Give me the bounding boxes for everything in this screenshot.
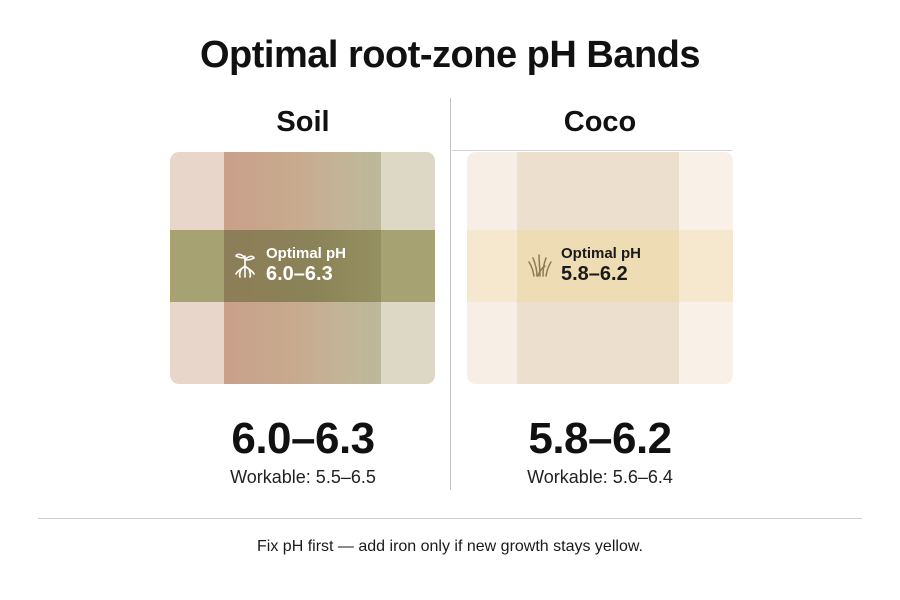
coco-optimal-range: 5.8–6.2 — [528, 414, 672, 463]
soil-badge-label: Optimal pH — [266, 245, 347, 262]
coco-workable-range: Workable: 5.6–6.4 — [527, 467, 673, 487]
sprout-roots-icon — [234, 253, 256, 279]
coco-badge-range: 5.8–6.2 — [561, 262, 628, 285]
soil-optimal-range: 6.0–6.3 — [231, 414, 375, 463]
page-title: Optimal root-zone pH Bands — [200, 34, 701, 76]
soil-optimal-zone — [224, 230, 381, 302]
soil-workable-range: Workable: 5.5–6.5 — [230, 467, 376, 487]
soil-badge-range: 6.0–6.3 — [266, 262, 333, 285]
soil-ph-panel: Optimal pH 6.0–6.3 — [170, 152, 435, 384]
soil-heading: Soil — [276, 106, 330, 138]
coco-badge-label: Optimal pH — [561, 245, 642, 262]
footer-note: Fix pH first — add iron only if new grow… — [257, 538, 643, 555]
coco-fiber-icon — [528, 254, 552, 277]
soil-optimal-badge: Optimal pH 6.0–6.3 — [232, 245, 347, 285]
footer-divider — [38, 518, 862, 519]
coco-heading: Coco — [563, 106, 637, 138]
coco-ph-panel: Optimal pH 5.8–6.2 — [467, 152, 733, 384]
column-divider — [450, 98, 451, 490]
coco-header-rule — [452, 150, 732, 151]
coco-optimal-badge: Optimal pH 5.8–6.2 — [527, 245, 642, 285]
